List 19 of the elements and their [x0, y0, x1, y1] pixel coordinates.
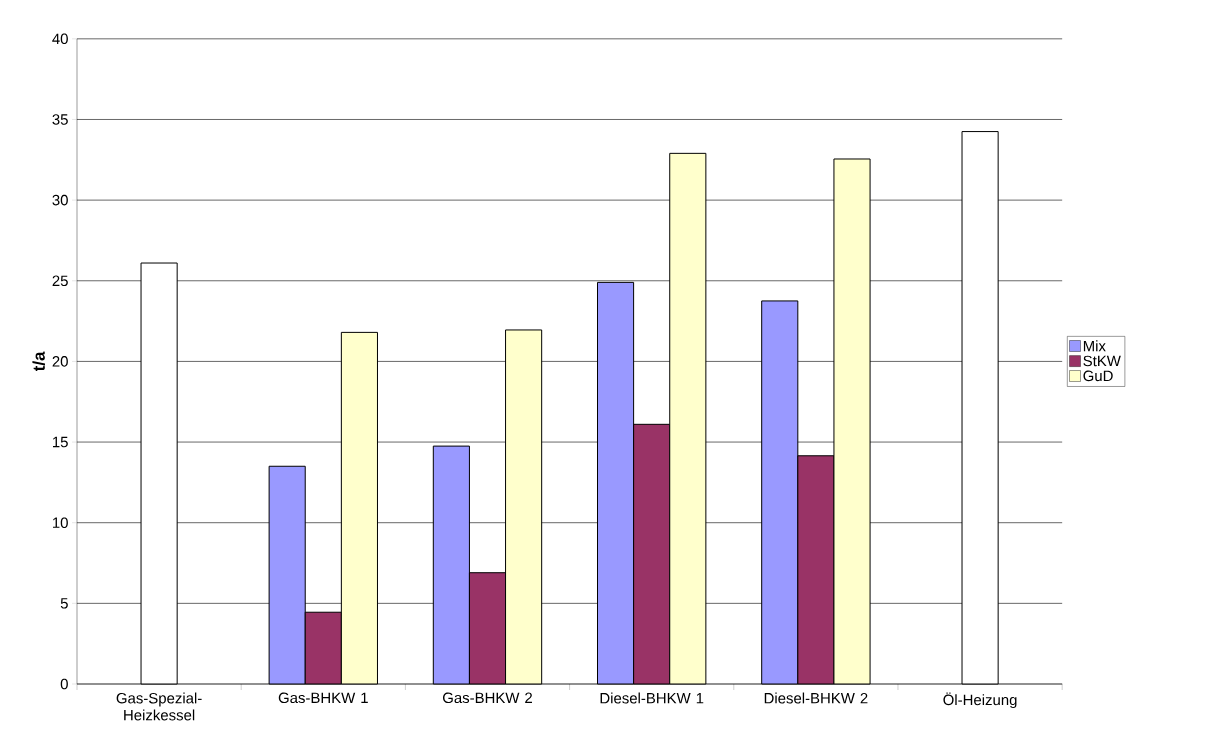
y-tick-label: 10: [53, 517, 68, 528]
y-axis-title: t/a: [32, 351, 46, 372]
x-tick-label: Öl-Heizung: [943, 692, 1017, 709]
x-tick-label: Gas-BHKW 2: [442, 692, 532, 704]
x-tick-label: Gas-Spezial-Heizkessel: [116, 692, 202, 721]
y-tick-label: 25: [52, 275, 68, 287]
y-tick-label: 30: [52, 194, 68, 206]
x-tick-label: Diesel-BHKW 2: [764, 692, 868, 704]
legend-label: GuD: [1083, 370, 1113, 382]
y-tick-label: 40: [52, 33, 68, 45]
y-tick-label: 20: [52, 356, 68, 367]
x-tick-label: Diesel-BHKW 1: [600, 692, 704, 704]
x-tick-label: Gas-BHKW 1: [278, 692, 368, 704]
y-tick-label: 35: [52, 114, 68, 125]
y-tick-label: 0: [60, 678, 68, 690]
y-tick-label: 15: [53, 436, 68, 448]
y-tick-label: 5: [60, 598, 68, 609]
legend-label: StKW: [1083, 355, 1121, 367]
legend-label: Mix: [1083, 340, 1106, 352]
